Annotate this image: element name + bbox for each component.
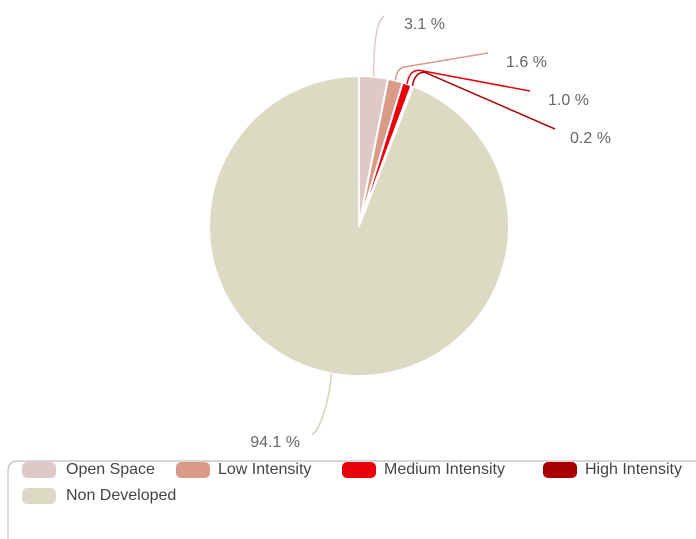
- connector-low-intensity: [394, 52, 489, 81]
- legend-swatch-non-developed: [22, 488, 56, 504]
- data-label-non-developed: 94.1 %: [250, 434, 300, 451]
- legend-label-low-intensity: Low Intensity: [218, 461, 311, 478]
- legend: Open Space Low Intensity Medium Intensity H…: [7, 460, 696, 539]
- pie-slices: [208, 75, 510, 377]
- data-label-medium-intensity: 1.0 %: [548, 92, 589, 109]
- legend-item-high-intensity[interactable]: High Intensity: [543, 461, 682, 478]
- legend-swatch-low-intensity: [176, 462, 210, 478]
- legend-item-non-developed[interactable]: Non Developed: [22, 487, 176, 504]
- legend-item-medium-intensity[interactable]: Medium Intensity: [342, 461, 505, 478]
- data-label-open-space: 3.1 %: [404, 16, 445, 33]
- label-connectors: [311, 15, 556, 435]
- connector-open-space: [372, 15, 385, 77]
- data-label-high-intensity: 0.2 %: [570, 130, 611, 147]
- connector-high-intensity: [411, 71, 556, 130]
- connector-non-developed: [311, 373, 333, 435]
- pie-slice-non-developed[interactable]: [208, 75, 510, 377]
- legend-border: [7, 460, 696, 539]
- legend-item-low-intensity[interactable]: Low Intensity: [176, 461, 311, 478]
- data-label-low-intensity: 1.6 %: [506, 54, 547, 71]
- legend-item-open-space[interactable]: Open Space: [22, 461, 155, 478]
- legend-label-non-developed: Non Developed: [66, 487, 176, 504]
- data-labels: 3.1 % 1.6 % 1.0 % 0.2 % 94.1 %: [250, 16, 611, 451]
- legend-label-medium-intensity: Medium Intensity: [384, 461, 505, 478]
- legend-label-open-space: Open Space: [66, 461, 155, 478]
- legend-swatch-medium-intensity: [342, 462, 376, 478]
- legend-swatch-open-space: [22, 462, 56, 478]
- legend-swatch-high-intensity: [543, 462, 577, 478]
- legend-label-high-intensity: High Intensity: [585, 461, 682, 478]
- connector-medium-intensity: [406, 69, 531, 92]
